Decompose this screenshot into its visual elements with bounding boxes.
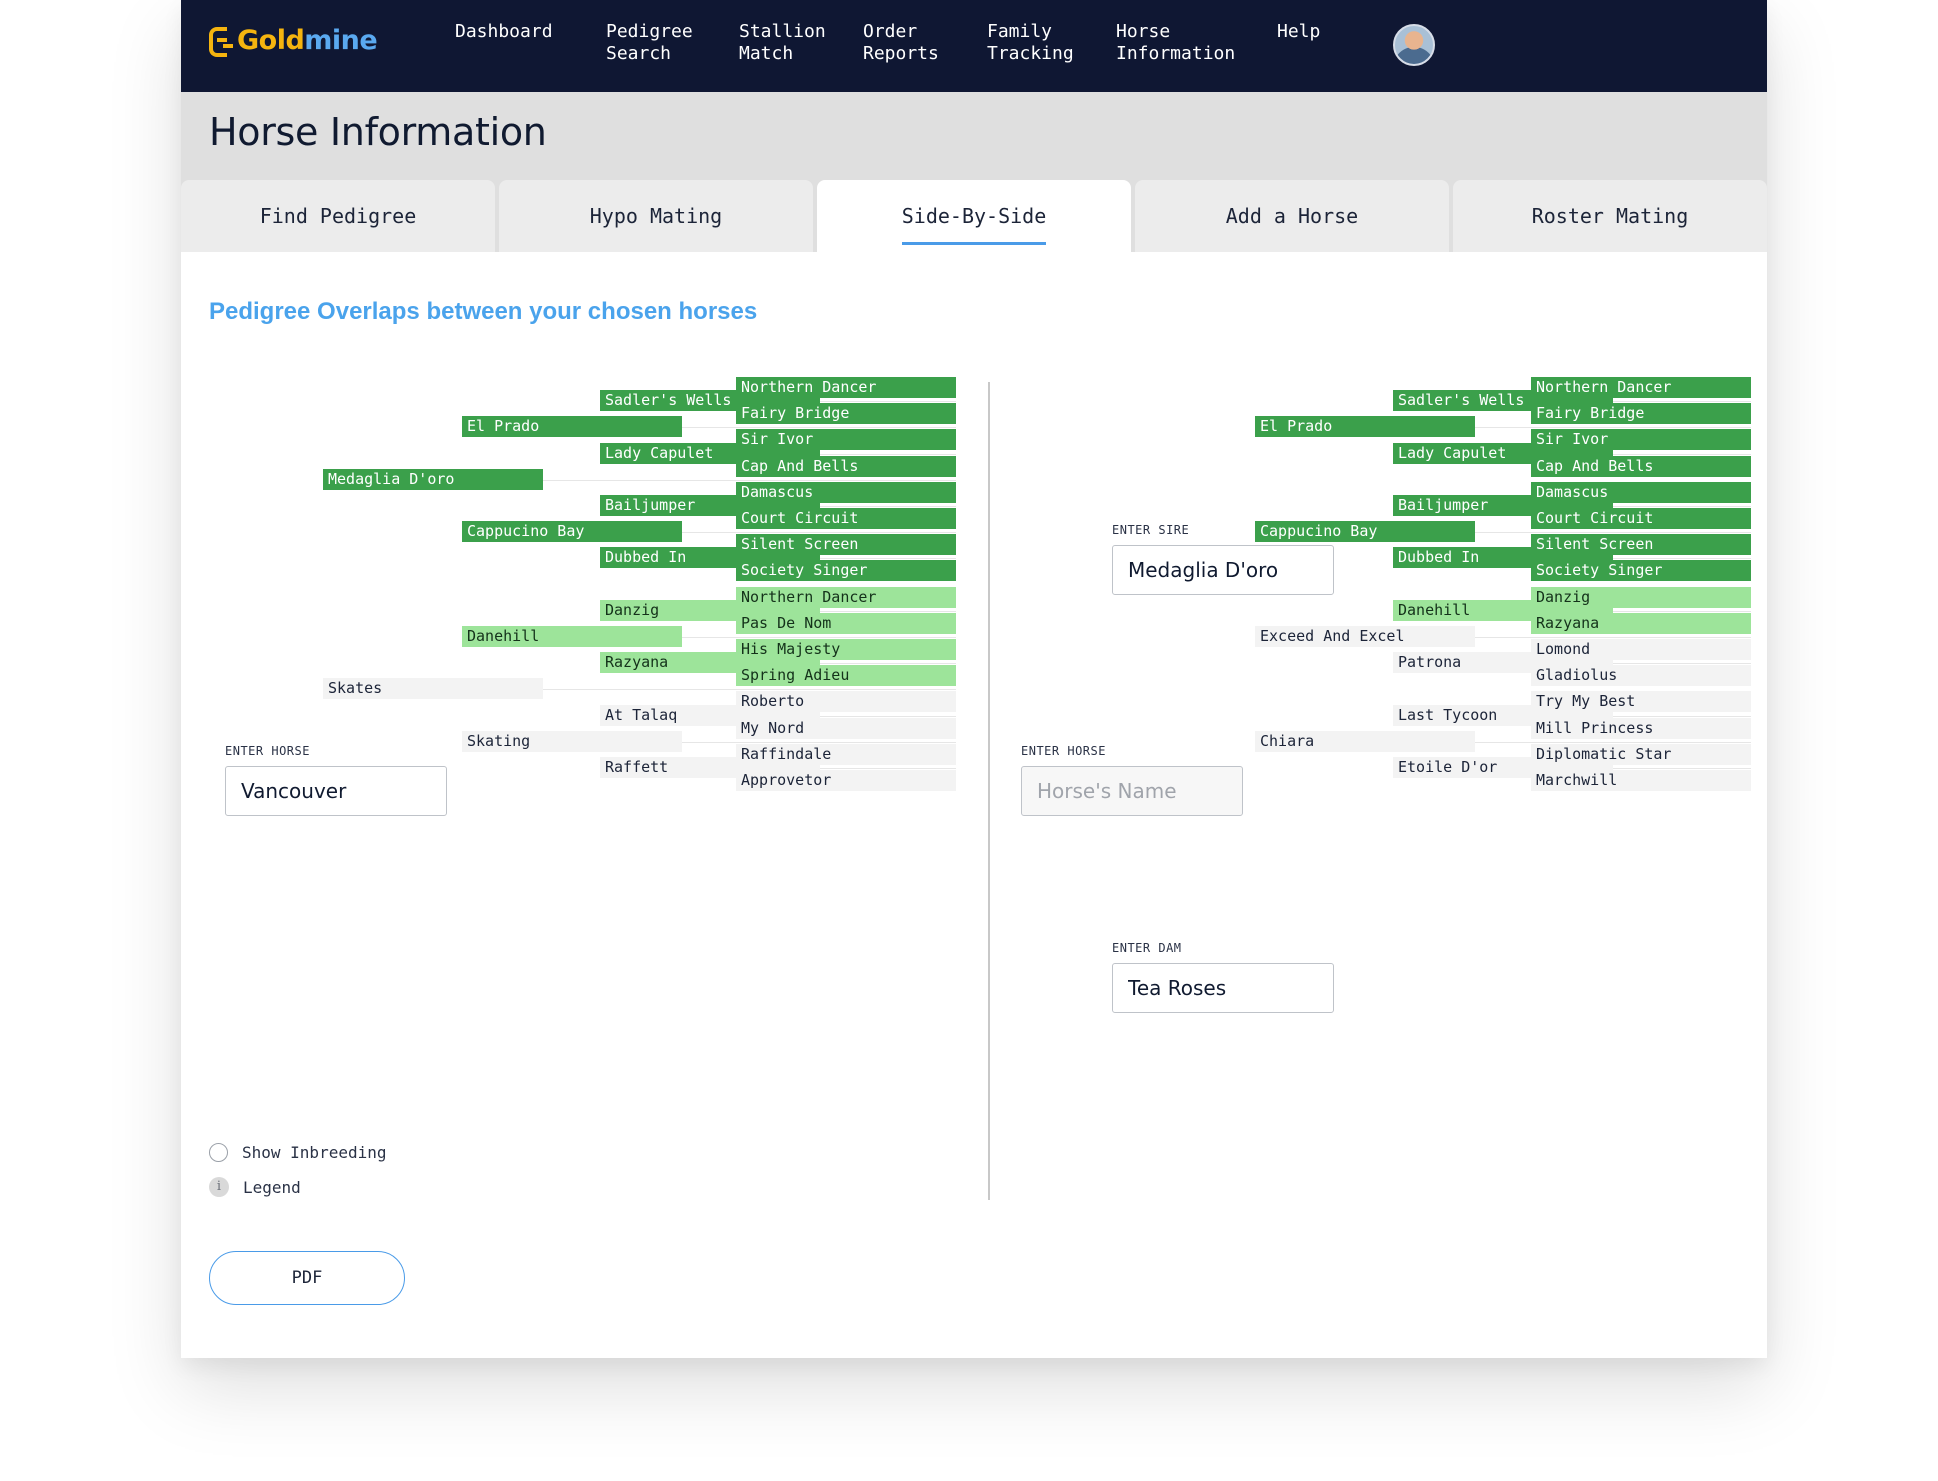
pedigree-connector [462, 427, 956, 428]
right-pedigree-horse[interactable]: Court Circuit [1531, 508, 1751, 529]
top-nav: Goldmine Dashboard Pedigree Search Stall… [181, 0, 1767, 92]
nav-item-help[interactable]: Help [1277, 21, 1321, 42]
left-pedigree-horse[interactable]: Fairy Bridge [736, 403, 956, 424]
comparison-divider [988, 382, 990, 1200]
dam-label: ENTER DAM [1112, 941, 1182, 955]
right-pedigree-horse[interactable]: Diplomatic Star [1531, 744, 1751, 765]
left-pedigree-horse[interactable]: Pas De Nom [736, 613, 956, 634]
tab-label: Roster Mating [1531, 204, 1689, 228]
left-pedigree-horse[interactable]: Skates [323, 678, 543, 699]
left-horse-label: ENTER HORSE [225, 744, 310, 758]
info-icon[interactable]: i [209, 1177, 229, 1197]
tab-roster-mating[interactable]: Roster Mating [1453, 180, 1767, 252]
left-pedigree-horse[interactable]: Medaglia D'oro [323, 469, 543, 490]
left-horse-input[interactable] [225, 766, 447, 816]
left-pedigree-horse[interactable]: Northern Dancer [736, 587, 956, 608]
left-pedigree-horse[interactable]: Sir Ivor [736, 429, 956, 450]
legend-option[interactable]: i Legend [209, 1177, 301, 1197]
left-pedigree-horse[interactable]: Roberto [736, 691, 956, 712]
pedigree-connector [323, 480, 956, 481]
goldmine-logo[interactable]: Goldmine [209, 22, 378, 58]
app-window: Goldmine Dashboard Pedigree Search Stall… [181, 0, 1767, 1358]
nav-item-pedigree-search[interactable]: Pedigree Search [606, 21, 693, 64]
right-pedigree-horse[interactable]: Lomond [1531, 639, 1751, 660]
left-pedigree-horse[interactable]: Damascus [736, 482, 956, 503]
logo-text-gold: Gold [237, 24, 305, 56]
right-pedigree-horse[interactable]: Fairy Bridge [1531, 403, 1751, 424]
left-pedigree-horse[interactable]: Spring Adieu [736, 665, 956, 686]
show-inbreeding-label: Show Inbreeding [242, 1143, 387, 1162]
right-pedigree-horse[interactable]: Exceed And Excel [1255, 626, 1475, 647]
pedigree-connector [462, 532, 956, 533]
right-pedigree-horse[interactable]: Danzig [1531, 587, 1751, 608]
legend-label: Legend [243, 1177, 301, 1197]
left-pedigree-horse[interactable]: My Nord [736, 718, 956, 739]
left-pedigree-horse[interactable]: Danehill [462, 626, 682, 647]
tab-find-pedigree[interactable]: Find Pedigree [181, 180, 495, 252]
left-pedigree-horse[interactable]: El Prado [462, 416, 682, 437]
right-pedigree-horse[interactable]: Try My Best [1531, 691, 1751, 712]
nav-item-dashboard[interactable]: Dashboard [455, 21, 553, 42]
user-avatar[interactable] [1393, 24, 1435, 66]
tab-label: Side-By-Side [901, 204, 1047, 245]
nav-item-horse-information[interactable]: Horse Information [1116, 21, 1236, 64]
left-pedigree-horse[interactable]: His Majesty [736, 639, 956, 660]
dam-input[interactable] [1112, 963, 1334, 1013]
sire-label: ENTER SIRE [1112, 523, 1190, 537]
right-pedigree-horse[interactable]: Chiara [1255, 731, 1475, 752]
right-pedigree-horse[interactable]: Damascus [1531, 482, 1751, 503]
left-pedigree-horse[interactable]: Raffindale [736, 744, 956, 765]
left-pedigree-horse[interactable]: Cappucino Bay [462, 521, 682, 542]
pedigree-connector [462, 637, 956, 638]
left-pedigree-horse[interactable]: Cap And Bells [736, 456, 956, 477]
right-pedigree-horse[interactable]: Marchwill [1531, 770, 1751, 791]
tab-label: Add a Horse [1225, 204, 1359, 228]
right-pedigree-horse[interactable]: Razyana [1531, 613, 1751, 634]
left-pedigree-horse[interactable]: Court Circuit [736, 508, 956, 529]
right-pedigree-horse[interactable]: Sir Ivor [1531, 429, 1751, 450]
tab-label: Find Pedigree [259, 204, 417, 228]
right-pedigree-horse[interactable]: Silent Screen [1531, 534, 1751, 555]
right-pedigree-horse[interactable]: Cap And Bells [1531, 456, 1751, 477]
right-horse-input[interactable] [1021, 766, 1243, 816]
page-title: Horse Information [209, 110, 547, 154]
pedigree-connector [323, 689, 956, 690]
show-inbreeding-radio[interactable] [209, 1143, 228, 1162]
pedigree-connector [1255, 532, 1751, 533]
show-inbreeding-option[interactable]: Show Inbreeding [209, 1143, 387, 1162]
right-pedigree-horse[interactable]: Mill Princess [1531, 718, 1751, 739]
logo-text: Goldmine [237, 24, 378, 56]
tab-add-a-horse[interactable]: Add a Horse [1135, 180, 1449, 252]
left-pedigree-horse[interactable]: Skating [462, 731, 682, 752]
right-pedigree-horse[interactable]: Northern Dancer [1531, 377, 1751, 398]
left-pedigree-horse[interactable]: Silent Screen [736, 534, 956, 555]
pedigree-connector [1255, 742, 1751, 743]
right-horse-label: ENTER HORSE [1021, 744, 1106, 758]
left-pedigree-horse[interactable]: Approvetor [736, 770, 956, 791]
pedigree-connector [1255, 427, 1751, 428]
pedigree-connector [462, 742, 956, 743]
right-pedigree-horse[interactable]: Society Singer [1531, 560, 1751, 581]
right-pedigree-horse[interactable]: El Prado [1255, 416, 1475, 437]
tab-hypo-mating[interactable]: Hypo Mating [499, 180, 813, 252]
section-title: Pedigree Overlaps between your chosen ho… [209, 298, 758, 325]
tab-label: Hypo Mating [589, 204, 723, 228]
right-pedigree-horse[interactable]: Gladiolus [1531, 665, 1751, 686]
nav-item-stallion-match[interactable]: Stallion Match [739, 21, 826, 64]
pdf-button[interactable]: PDF [209, 1251, 405, 1305]
sire-input[interactable] [1112, 545, 1334, 595]
right-pedigree-horse[interactable]: Cappucino Bay [1255, 521, 1475, 542]
goldmine-logo-icon [209, 27, 231, 57]
nav-item-order-reports[interactable]: Order Reports [863, 21, 939, 64]
pedigree-connector [1255, 637, 1751, 638]
tab-side-by-side[interactable]: Side-By-Side [817, 180, 1131, 252]
title-band: Horse Information Find Pedigree Hypo Mat… [181, 92, 1767, 252]
nav-item-family-tracking[interactable]: Family Tracking [987, 21, 1074, 64]
left-pedigree-horse[interactable]: Society Singer [736, 560, 956, 581]
logo-text-mine: mine [304, 24, 378, 56]
left-pedigree-horse[interactable]: Northern Dancer [736, 377, 956, 398]
